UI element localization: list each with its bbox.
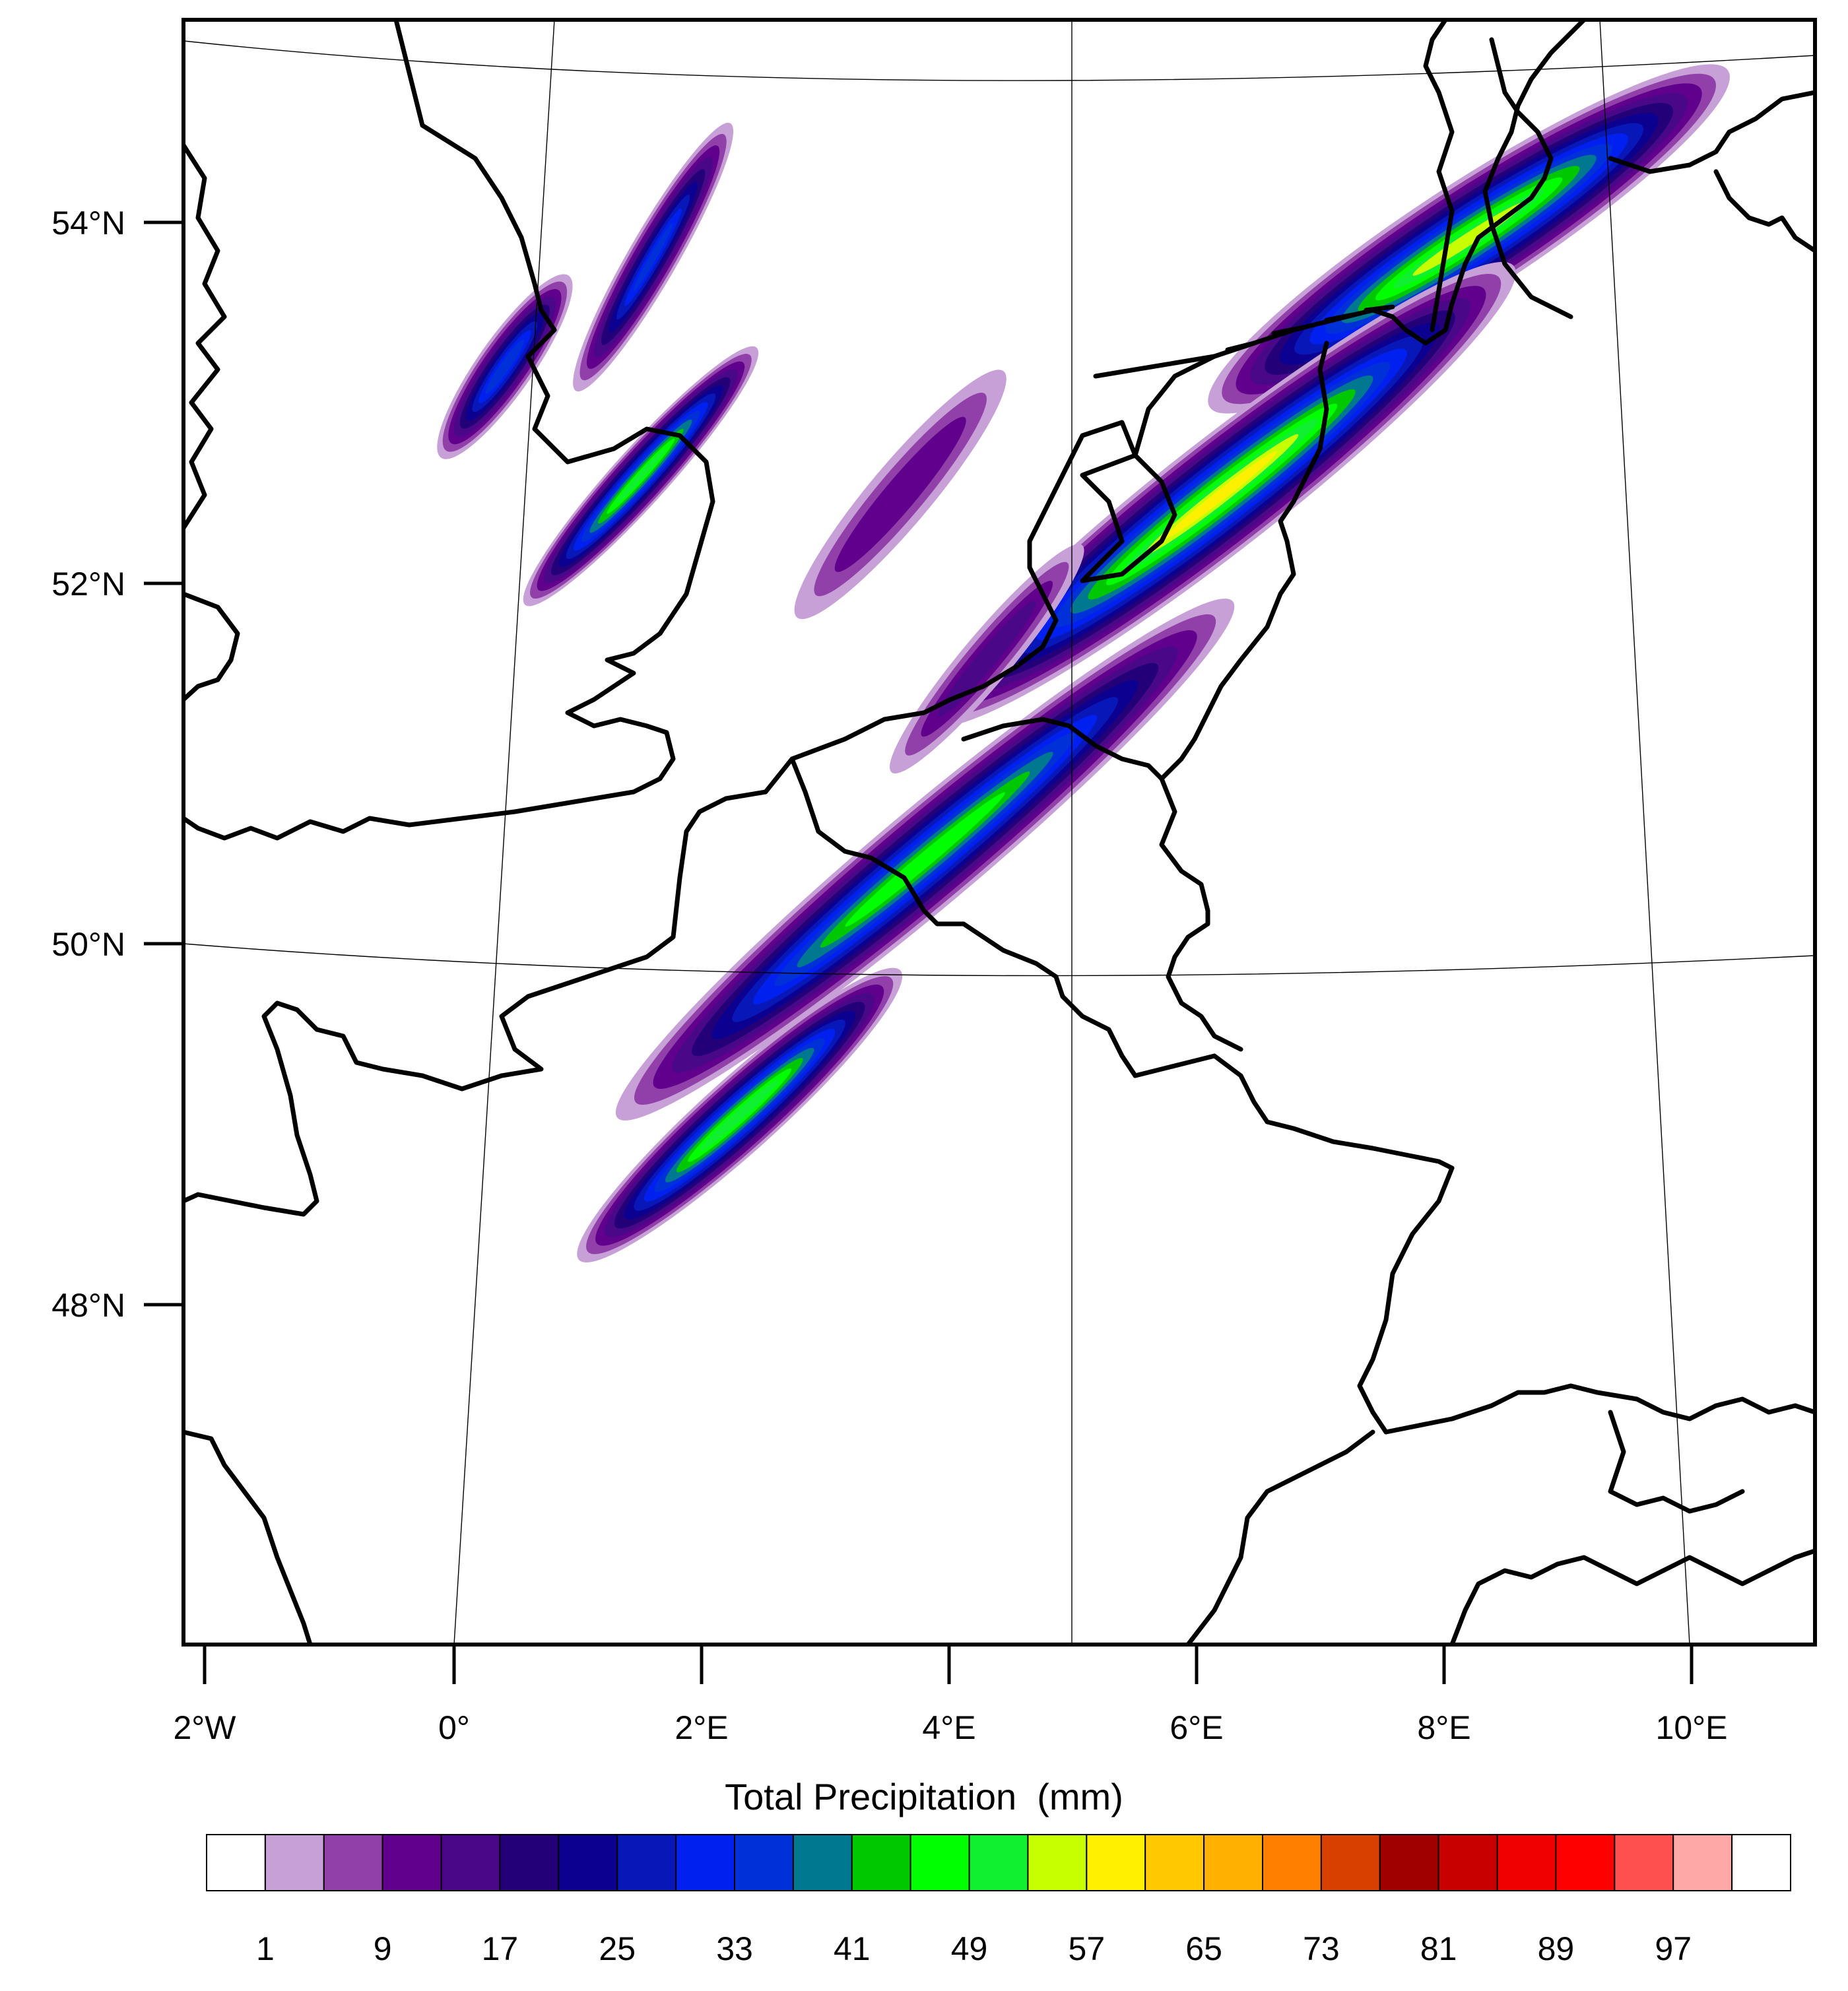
colorbar-box	[1144, 1834, 1205, 1891]
colorbar-box	[1672, 1834, 1733, 1891]
colorbar-box	[1262, 1834, 1322, 1891]
border-belgium-netherlands	[961, 717, 1243, 1052]
colorbar-box	[206, 1834, 266, 1891]
precip-contour	[1166, 451, 1278, 538]
coast-jutland	[1423, 20, 1587, 333]
colorbar-tick-label: 97	[1655, 1930, 1692, 1967]
lon-label-2e: 2°E	[675, 1709, 728, 1746]
lon-label-0: 0°	[438, 1709, 470, 1746]
colorbar-box	[792, 1834, 853, 1891]
colorbar-box	[499, 1834, 560, 1891]
colorbar-box	[1437, 1834, 1498, 1891]
coast-baltic	[1608, 90, 1815, 174]
border-netherlands-germany	[1159, 341, 1329, 781]
border-switzerland	[1383, 1383, 1815, 1435]
colorbar-tick-label: 73	[1303, 1930, 1340, 1967]
colorbar-box	[558, 1834, 618, 1891]
precip-contour	[633, 223, 673, 291]
colorbar-tick-label: 1	[256, 1930, 275, 1967]
graticule	[183, 20, 1815, 1645]
colorbar-box	[1203, 1834, 1263, 1891]
colorbar	[206, 1834, 1792, 1891]
lon-label-8e: 8°E	[1417, 1709, 1470, 1746]
lat-label-54n: 54°N	[51, 205, 125, 242]
colorbar-box	[851, 1834, 911, 1891]
graticule-lat-54n	[183, 40, 1815, 81]
coast-france-brittany	[183, 1429, 313, 1645]
colorbar-tick-label: 81	[1420, 1930, 1457, 1967]
colorbar-tick-label: 49	[951, 1930, 988, 1967]
colorbar-box	[381, 1834, 442, 1891]
colorbar-title: Total Precipitation (mm)	[725, 1776, 1123, 1817]
precip-contour	[938, 601, 1036, 717]
colorbar-box	[968, 1834, 1029, 1891]
precip-contour	[845, 792, 1005, 927]
lon-label-4e: 4°E	[922, 1709, 975, 1746]
longitude-labels: 2°W 0° 2°E 4°E 6°E 8°E 10°E	[174, 1709, 1728, 1746]
colorbar-box	[1496, 1834, 1557, 1891]
colorbar-box	[909, 1834, 970, 1891]
colorbar-tick-label: 41	[834, 1930, 871, 1967]
colorbar-tick-label: 65	[1185, 1930, 1222, 1967]
lat-label-50n: 50°N	[51, 926, 125, 963]
colorbar-tick-label: 89	[1538, 1930, 1575, 1967]
coast-great-britain-west	[183, 143, 227, 531]
colorbar-tick-label: 9	[374, 1930, 392, 1967]
coast-france-north	[183, 756, 795, 1217]
graticule-lat-50n	[183, 943, 1815, 977]
colorbar-box	[1086, 1834, 1146, 1891]
lat-label-48n: 48°N	[51, 1287, 125, 1324]
colorbar-box	[1027, 1834, 1088, 1891]
colorbar-box	[440, 1834, 501, 1891]
precip-contour	[485, 339, 525, 394]
lat-label-52n: 52°N	[51, 566, 125, 603]
coast-great-britain-east	[183, 20, 715, 841]
colorbar-box	[264, 1834, 325, 1891]
latitude-labels: 54°N 52°N 50°N 48°N	[51, 205, 125, 1324]
border-alps-south	[1185, 1429, 1375, 1645]
precip-contour	[700, 1079, 779, 1151]
lon-label-10e: 10°E	[1656, 1709, 1728, 1746]
colorbar-box	[734, 1834, 794, 1891]
colorbar-tick-label: 57	[1069, 1930, 1106, 1967]
precip-contour	[834, 416, 966, 572]
colorbar-tick-label: 33	[716, 1930, 753, 1967]
colorbar-box	[675, 1834, 735, 1891]
colorbar-tick-label: 17	[482, 1930, 519, 1967]
colorbar-box	[323, 1834, 383, 1891]
border-germany-east	[1357, 1165, 1455, 1435]
coast-wales-fragment	[183, 591, 240, 702]
colorbar-box	[1614, 1834, 1674, 1891]
graticule-lon-10e	[1599, 20, 1690, 1645]
precip-contour	[1412, 202, 1525, 276]
coast-frisian-islands	[1093, 304, 1395, 379]
axis-ticks	[144, 220, 1694, 1684]
precip-contour	[616, 449, 666, 504]
colorbar-box	[1555, 1834, 1616, 1891]
coast-danish-islands	[1713, 169, 1815, 253]
colorbar-tick-label: 25	[599, 1930, 636, 1967]
lon-label-6e: 6°E	[1170, 1709, 1223, 1746]
colorbar-box	[1320, 1834, 1381, 1891]
map-frame	[182, 18, 1817, 1647]
border-france-belgium	[789, 756, 1455, 1171]
colorbar-box	[1731, 1834, 1792, 1891]
border-italy	[1449, 1548, 1815, 1645]
border-austria	[1608, 1410, 1745, 1514]
colorbar-box	[616, 1834, 677, 1891]
colorbar-tick-labels: 1 9 17 25 33 41 49 57 65 73 81 89 97	[256, 1930, 1692, 1967]
colorbar-box	[1379, 1834, 1439, 1891]
lon-label-2w: 2°W	[174, 1709, 237, 1746]
coastlines	[183, 20, 1815, 1645]
